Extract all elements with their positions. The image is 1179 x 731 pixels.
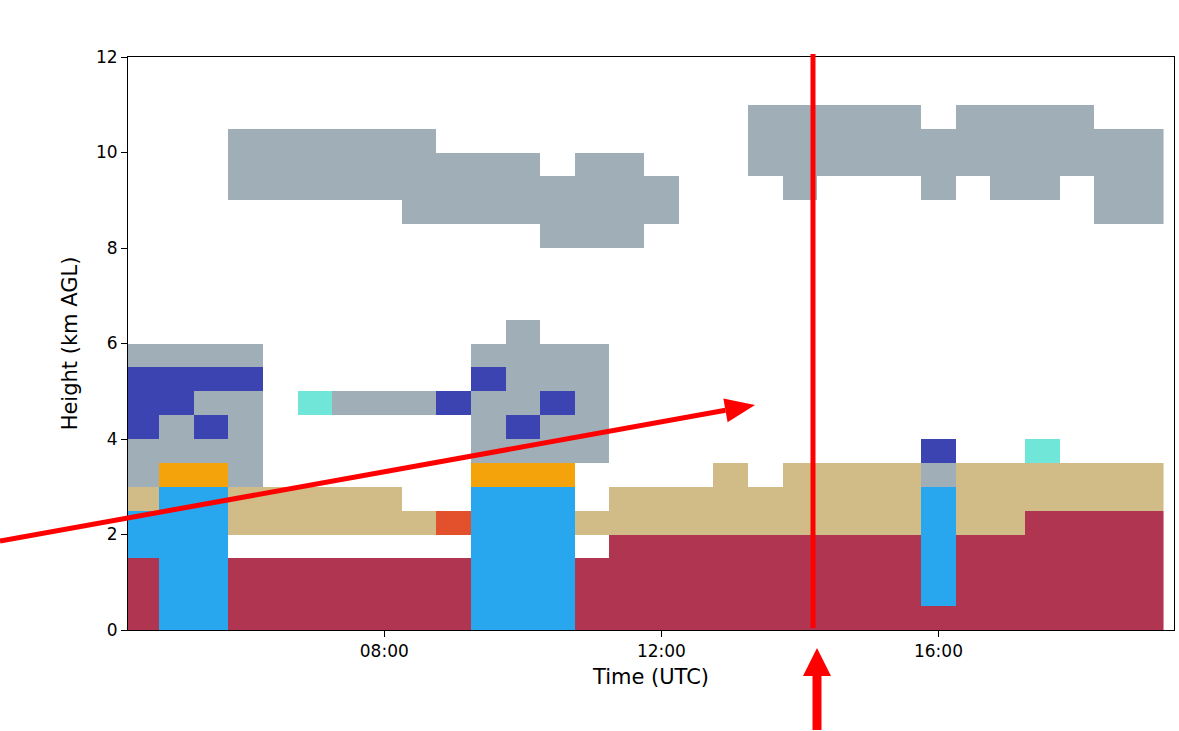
svg-text:6: 6 bbox=[107, 333, 118, 353]
svg-text:4: 4 bbox=[107, 429, 118, 449]
svg-text:12: 12 bbox=[96, 47, 118, 67]
svg-text:Height (km AGL): Height (km AGL) bbox=[58, 257, 82, 431]
svg-text:12:00: 12:00 bbox=[637, 641, 686, 661]
svg-text:10: 10 bbox=[96, 142, 118, 162]
svg-text:16:00: 16:00 bbox=[914, 641, 963, 661]
svg-text:2: 2 bbox=[107, 524, 118, 544]
svg-text:0: 0 bbox=[107, 620, 118, 640]
svg-text:08:00: 08:00 bbox=[360, 641, 409, 661]
svg-text:8: 8 bbox=[107, 238, 118, 258]
svg-text:Time (UTC): Time (UTC) bbox=[592, 665, 709, 689]
